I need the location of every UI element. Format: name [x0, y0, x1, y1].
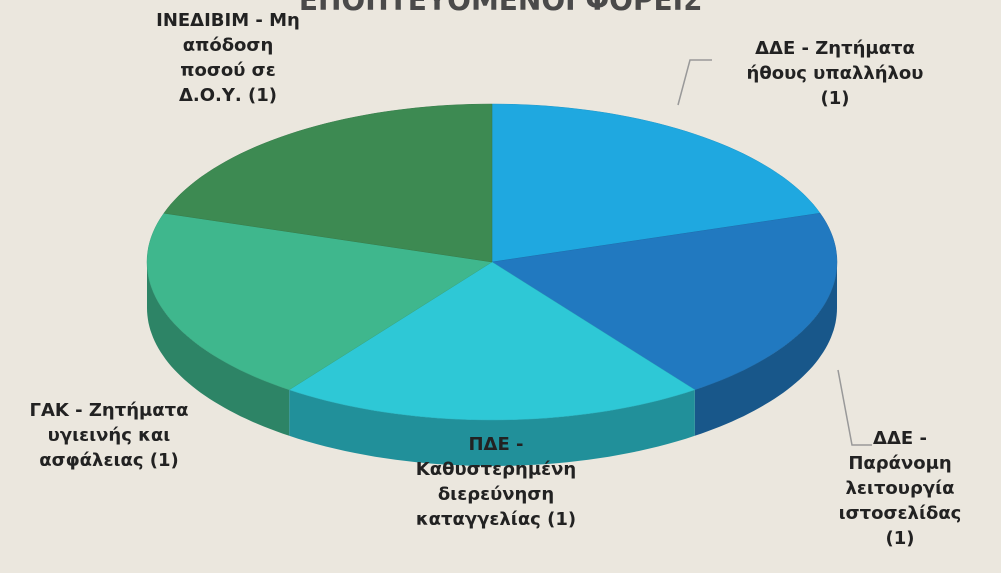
slice-side: [289, 389, 695, 466]
slice-side: [147, 262, 290, 436]
category-label: ΙΝΕΔΙΒΙΜ - Μη απόδοση ποσού σε Δ.Ο.Υ.: [156, 10, 300, 106]
slice-label: ΓΑΚ - Ζητήματα υγιεινής και ασφάλειας (1…: [14, 398, 204, 473]
value-label: (1): [149, 450, 179, 471]
slice: [491, 212, 838, 391]
slice-label: ΙΝΕΔΙΒΙΜ - Μη απόδοση ποσού σε Δ.Ο.Υ. (1…: [148, 8, 308, 108]
slice-side: [694, 262, 837, 436]
slice-label: ΔΔΕ - Ζητήματα ήθους υπαλλήλου (1): [740, 36, 930, 111]
slice: [146, 212, 493, 391]
slice-label: ΔΔΕ - Παράνομη λειτουργία ιστοσελίδας (1…: [838, 426, 962, 551]
value-label: (1): [820, 88, 850, 109]
value-label: (1): [248, 85, 278, 106]
slice: [491, 103, 821, 263]
slice: [288, 261, 696, 421]
category-label: ΠΔΕ - Καθυστερημένη διερεύνηση καταγγελί…: [415, 434, 577, 530]
slice: [163, 103, 493, 263]
leader-line: [677, 59, 712, 106]
value-label: (1): [885, 528, 915, 549]
chart-title: ΕΠΟΠΤΕΥΟΜΕΝΟΙ ΦΟΡΕΙΣ: [298, 0, 703, 17]
leader-line: [837, 369, 872, 446]
category-label: ΔΔΕ - Παράνομη λειτουργία ιστοσελίδας: [838, 428, 962, 524]
category-label: ΓΑΚ - Ζητήματα υγιεινής και ασφάλειας: [29, 400, 189, 471]
category-label: ΔΔΕ - Ζητήματα ήθους υπαλλήλου: [746, 38, 924, 84]
slice-label: ΠΔΕ - Καθυστερημένη διερεύνηση καταγγελί…: [398, 432, 594, 532]
value-label: (1): [547, 509, 577, 530]
